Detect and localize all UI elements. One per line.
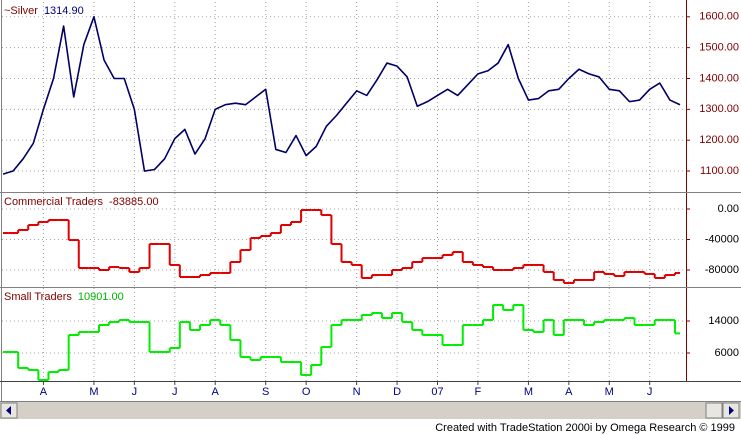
x-tick-label: 07 — [431, 386, 443, 398]
data-layer: ~Silver 1314.90 Commercial Traders -83885.0… — [2, 5, 681, 381]
y-tick-label: 1400.00 — [699, 72, 739, 84]
x-tick-label: S — [262, 386, 269, 398]
footer: Created with TradeStation 2000i by Omega… — [435, 422, 735, 434]
x-tick-label: J — [647, 386, 653, 398]
y-tick-label: 1500.00 — [699, 42, 739, 54]
panel-label: Small Traders — [4, 291, 72, 303]
x-tick-label: A — [565, 386, 573, 398]
x-tick-label: M — [605, 386, 614, 398]
scrollbar-track[interactable] — [0, 402, 741, 419]
x-tick-label: M — [524, 386, 533, 398]
y-tick-label: 14000 — [708, 315, 739, 327]
x-tick-label: J — [172, 386, 178, 398]
y-tick-label: 1300.00 — [699, 103, 739, 115]
x-tick-label: M — [89, 386, 98, 398]
x-tick-label: A — [212, 386, 220, 398]
y-tick-label: 0.00 — [718, 203, 739, 215]
grid-layer: 1600.00 1500.00 1400.00 1300.00 1200.00 1100.… — [2, 2, 739, 381]
frame-layer — [0, 0, 741, 402]
y-tick-label: 1200.00 — [699, 134, 739, 146]
x-tick-label: N — [353, 386, 361, 398]
panel-label: ~Silver — [4, 5, 38, 17]
y-tick-label: 1100.00 — [700, 165, 739, 177]
y-tick-label: -40000 — [705, 233, 739, 245]
scroll-right-arrow — [729, 406, 734, 415]
price-line — [2, 16, 681, 175]
panel-last-value: 1314.90 — [44, 5, 84, 17]
x-tick-label: J — [132, 386, 138, 398]
panel-last-value: -83885.00 — [109, 196, 159, 208]
y-tick-label: -80000 — [705, 264, 739, 276]
panel-label: Commercial Traders — [4, 196, 104, 208]
x-tick-label: D — [393, 386, 401, 398]
panel-last-value: 10901.00 — [78, 291, 124, 303]
x-tick-label: A — [40, 386, 48, 398]
scroll-thumb[interactable] — [705, 402, 723, 419]
x-tick-label: O — [302, 386, 311, 398]
x-tick-label: F — [475, 386, 482, 398]
y-tick-label: 1600.00 — [699, 11, 739, 23]
scroll-left-arrow — [6, 406, 11, 415]
y-tick-label: 6000 — [715, 347, 739, 359]
scrollbar[interactable] — [0, 402, 741, 419]
